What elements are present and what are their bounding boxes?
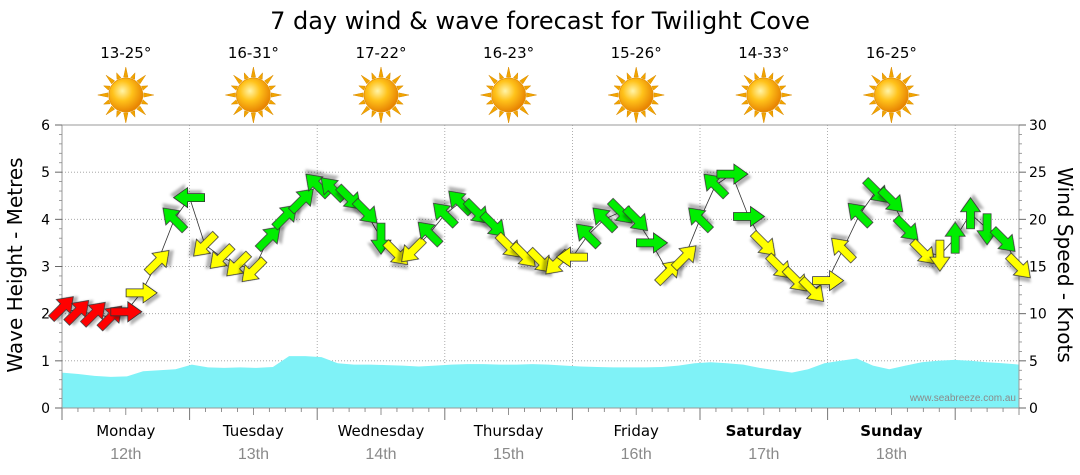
temperature-range: 16-23° (483, 44, 534, 62)
day-date: 15th (493, 446, 524, 463)
watermark: www.seabreeze.com.au (909, 393, 1016, 404)
wind-arrow (670, 245, 697, 272)
wave-height-area (62, 356, 1019, 408)
wind-arrow (847, 202, 874, 229)
wind-arrow (226, 250, 253, 277)
wind-arrow (688, 207, 715, 234)
temperature-range: 13-25° (100, 44, 151, 62)
wind-arrow (241, 256, 268, 283)
left-tick-label: 5 (41, 165, 50, 181)
wind-arrow (989, 226, 1016, 252)
wind-arrows (47, 163, 1031, 332)
wind-arrow (162, 207, 189, 234)
wind-arrow (1004, 252, 1031, 279)
wind-arrow (831, 237, 857, 264)
sun-icon (735, 66, 792, 124)
wind-arrow (271, 204, 298, 231)
day-labels: Monday 12th Tuesday 13th Wednesday 14th Thursd… (96, 422, 923, 463)
wind-arrow (716, 163, 749, 185)
temperature-range: 17-22° (355, 44, 406, 62)
wind-arrow (929, 239, 951, 272)
right-tick-label: 15 (1029, 260, 1047, 276)
right-tick-label: 20 (1029, 212, 1047, 228)
sun-icon (352, 66, 410, 124)
wind-arrow (125, 282, 158, 304)
day-name: Friday (613, 422, 659, 440)
wind-arrow (143, 249, 170, 276)
day-name: Tuesday (222, 422, 284, 440)
day-name: Monday (96, 422, 155, 440)
wind-arrow (193, 230, 219, 257)
sun-icon (97, 66, 154, 124)
wind-arrow (417, 221, 444, 248)
day-date: 17th (748, 446, 779, 463)
day-date: 14th (365, 446, 396, 463)
day-name: Wednesday (338, 422, 425, 440)
wind-arrow (382, 239, 409, 266)
wind-arrow (812, 269, 845, 292)
wind-arrow (47, 296, 74, 323)
wind-arrow (432, 202, 459, 229)
chart-title: 7 day wind & wave forecast for Twilight … (270, 7, 810, 35)
day-name: Sunday (860, 422, 923, 440)
temperature-range: 15-26° (611, 44, 662, 62)
wind-arrow (351, 197, 378, 224)
right-tick-label: 5 (1029, 354, 1038, 370)
right-tick-label: 0 (1029, 401, 1038, 417)
left-axis-label: Wave Height - Metres (3, 157, 27, 372)
right-tick-label: 25 (1029, 165, 1047, 181)
wind-arrow (479, 210, 506, 237)
sun-icon (863, 66, 920, 124)
wind-arrow (636, 232, 669, 254)
wind-arrow (622, 205, 649, 232)
day-name: Thursday (473, 422, 544, 440)
wind-arrow (959, 197, 982, 230)
weather-row: 13-25° 16-31° 17-22° 16-23° 15-26° 14-33° 16-2… (97, 44, 920, 124)
wind-arrow (877, 186, 904, 213)
temperature-range: 14-33° (738, 44, 789, 62)
left-tick-label: 2 (41, 307, 50, 323)
temperature-range: 16-25° (866, 44, 917, 62)
wind-arrow (110, 301, 143, 323)
sun-icon (608, 66, 665, 124)
axes: 0 1 2 3 4 5 6 0 5 10 15 20 25 30 (41, 118, 1047, 420)
left-tick-label: 6 (41, 118, 50, 134)
wind-arrow (79, 301, 106, 328)
left-tick-label: 3 (41, 260, 50, 276)
right-axis-label: Wind Speed - Knots (1053, 167, 1077, 363)
wind-arrow (909, 238, 936, 265)
wind-arrow (575, 223, 602, 250)
wind-arrow (733, 205, 766, 228)
wind-arrow (592, 207, 619, 234)
wind-arrow (892, 214, 919, 241)
wind-arrow (555, 246, 588, 268)
day-name: Saturday (726, 422, 803, 440)
wind-arrow (798, 276, 825, 302)
wind-arrow (703, 173, 730, 200)
wind-arrow (63, 299, 90, 326)
wind-arrow (526, 246, 553, 273)
day-date: 13th (238, 446, 269, 463)
left-tick-label: 0 (41, 401, 50, 417)
temperature-range: 16-31° (228, 44, 279, 62)
sun-icon (225, 66, 282, 124)
wind-arrow (401, 236, 427, 263)
day-date: 16th (621, 446, 652, 463)
left-tick-label: 1 (41, 354, 50, 370)
right-tick-label: 10 (1029, 307, 1047, 323)
day-date: 18th (876, 446, 907, 463)
sun-icon (480, 66, 537, 124)
day-date: 12th (110, 446, 141, 463)
wind-arrow (254, 226, 281, 253)
left-tick-label: 4 (41, 212, 50, 228)
wind-arrow (172, 186, 206, 209)
wind-arrow (287, 188, 314, 215)
wind-arrow (749, 229, 776, 256)
wind-arrow (209, 243, 236, 269)
wind-arrow (944, 221, 966, 254)
right-tick-label: 30 (1029, 118, 1047, 134)
